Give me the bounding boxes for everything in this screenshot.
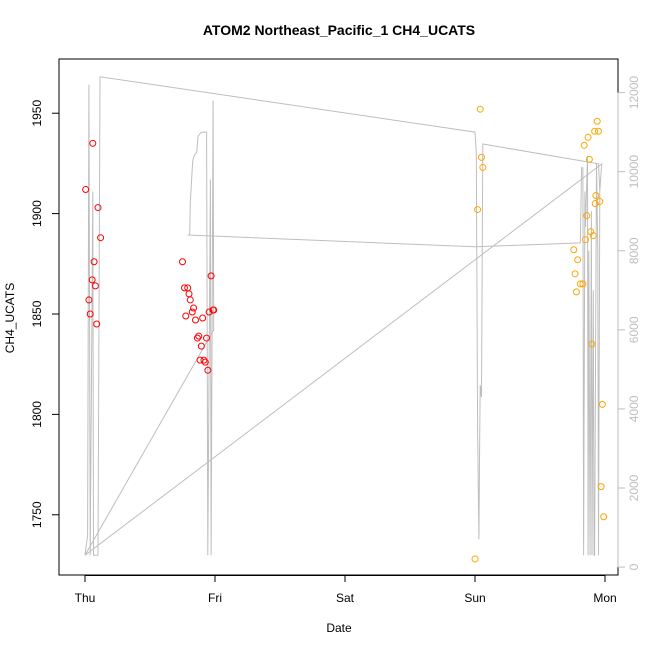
data-point (597, 483, 605, 491)
x-tick-label: Fri (208, 591, 222, 605)
series-red (82, 139, 218, 374)
data-point (203, 334, 211, 342)
data-point (591, 200, 599, 208)
data-point (186, 296, 194, 304)
data-point (572, 288, 580, 296)
y2-tick-label: 2000 (627, 474, 641, 501)
y2-tick-label: 12000 (627, 76, 641, 110)
data-point (195, 332, 203, 340)
y-tick-label: 1800 (30, 401, 44, 428)
data-point (199, 314, 207, 322)
data-point (471, 555, 479, 563)
data-point (570, 246, 578, 254)
x-tick-label: Thu (75, 591, 96, 605)
data-point (591, 127, 599, 135)
data-point (97, 234, 105, 242)
data-point (588, 340, 596, 348)
data-point (88, 276, 96, 284)
altitude-line-layer (84, 76, 603, 556)
data-point (86, 310, 94, 318)
data-point (585, 155, 593, 163)
data-point (574, 256, 582, 264)
data-point (89, 139, 97, 147)
data-point (579, 280, 587, 288)
y2-tick-label: 0 (627, 563, 641, 570)
y-tick-label: 1850 (30, 300, 44, 327)
x-axis-label: Date (326, 621, 352, 635)
data-point (571, 270, 579, 278)
data-point (201, 358, 209, 366)
data-point (94, 204, 102, 212)
y2-tick-label: 10000 (627, 155, 641, 189)
data-point (193, 334, 201, 342)
data-point (192, 316, 199, 324)
data-point (596, 198, 604, 206)
data-point (91, 282, 99, 290)
data-point (205, 308, 213, 316)
data-point (190, 304, 198, 312)
data-point (474, 206, 482, 214)
data-point (90, 258, 98, 266)
data-point (600, 513, 608, 521)
data-point (583, 212, 591, 220)
data-point (182, 312, 190, 320)
chart-title: ATOM2 Northeast_Pacific_1 CH4_UCATS (203, 22, 475, 38)
x-tick-label: Sun (464, 591, 485, 605)
data-point (593, 117, 601, 125)
x-tick-label: Sat (336, 591, 355, 605)
y2-tick-label: 4000 (627, 395, 641, 422)
data-point (188, 308, 196, 316)
data-point (589, 232, 597, 240)
y-axis-label: CH4_UCATS (3, 283, 17, 353)
data-point (576, 280, 584, 288)
y-tick-label: 1750 (30, 501, 44, 528)
data-point (598, 400, 606, 408)
data-point (476, 105, 484, 113)
series-orange (471, 105, 608, 563)
data-point (592, 192, 600, 200)
data-point (93, 320, 101, 328)
y2-tick-label: 6000 (627, 316, 641, 343)
data-point (582, 236, 589, 244)
data-point (584, 133, 592, 141)
x-tick-label: Mon (593, 591, 616, 605)
data-point (197, 342, 205, 350)
data-point (85, 296, 93, 304)
data-point (204, 366, 212, 374)
data-point (207, 272, 215, 280)
data-point (179, 258, 186, 266)
y-tick-label: 1950 (30, 100, 44, 127)
data-point (479, 163, 487, 171)
data-point (580, 141, 588, 149)
altitude-line (84, 76, 603, 556)
axes-layer: Thu Fri Sat Sun Mon 1750 1800 1850 1900 1950 0 2000… (30, 58, 641, 605)
data-point (595, 127, 602, 135)
y-tick-label: 1900 (30, 200, 44, 227)
y2-tick-label: 8000 (627, 237, 641, 264)
data-point (180, 284, 188, 292)
data-point (478, 153, 485, 161)
data-point (210, 306, 218, 314)
data-point (82, 186, 90, 194)
data-points-layer (82, 105, 608, 563)
data-point (200, 356, 208, 364)
